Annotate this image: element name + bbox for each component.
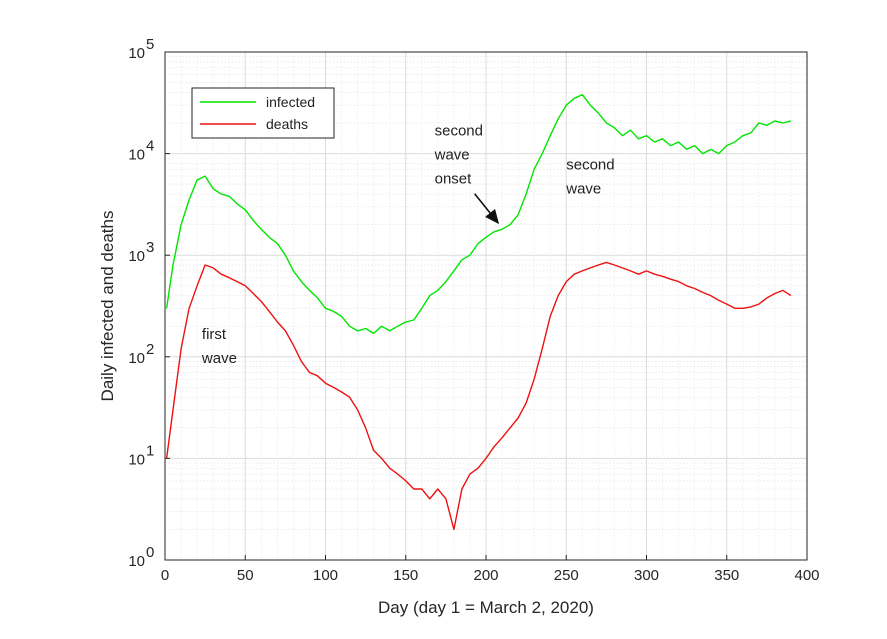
annotation: first wave (201, 326, 237, 367)
y-tick-base: 10 (128, 451, 145, 468)
series-layer (165, 93, 792, 531)
x-tick-label: 200 (473, 567, 498, 584)
y-tick-exponent: 3 (146, 239, 154, 256)
legend: infected deaths (191, 87, 335, 139)
x-tick-label: 400 (794, 567, 819, 584)
annotation-text: wave (565, 180, 601, 197)
legend-label-deaths: deaths (266, 116, 308, 132)
annotation-text: wave (201, 350, 237, 367)
y-tick-base: 10 (128, 45, 145, 62)
y-tick-exponent: 2 (146, 341, 154, 358)
legend-box (191, 87, 335, 139)
y-tick-base: 10 (128, 553, 145, 570)
annotation-text: wave (434, 147, 470, 164)
series-line-deaths (165, 261, 792, 531)
annotation-text: second (566, 156, 614, 173)
x-tick-label: 300 (634, 567, 659, 584)
annotation-text: onset (435, 171, 473, 188)
y-tick-exponent: 0 (146, 544, 154, 561)
annotation-text: second (435, 123, 483, 140)
annotation: second wave onset (434, 123, 500, 225)
ticks: 0 50 100 150 200 250 300 350 4001001011021031041… (128, 36, 819, 584)
y-tick-label: 105 (128, 36, 154, 62)
annotation-text: first (202, 326, 227, 343)
x-tick-label: 100 (313, 567, 338, 584)
y-tick-exponent: 5 (146, 36, 154, 53)
y-axis-label: Daily infected and deaths (98, 211, 117, 402)
legend-label-infected: infected (266, 94, 315, 110)
x-tick-label: 0 (161, 567, 169, 584)
y-tick-label: 103 (128, 239, 154, 265)
y-tick-base: 10 (128, 248, 145, 265)
annotation-arrow (474, 193, 500, 225)
y-tick-exponent: 4 (146, 138, 154, 155)
x-tick-label: 250 (554, 567, 579, 584)
series-line-infected (165, 93, 792, 335)
x-axis-label: Day (day 1 = March 2, 2020) (378, 598, 594, 617)
annotation: second wave (565, 156, 614, 197)
y-tick-label: 101 (128, 442, 154, 468)
y-tick-base: 10 (128, 350, 145, 367)
y-tick-base: 10 (128, 147, 145, 164)
y-tick-label: 104 (128, 138, 154, 164)
y-tick-label: 102 (128, 341, 154, 367)
y-tick-exponent: 1 (146, 442, 154, 459)
y-tick-label: 100 (128, 544, 154, 570)
annotations: first wave second wave onset second wave (201, 123, 615, 367)
x-tick-label: 350 (714, 567, 739, 584)
x-tick-label: 50 (237, 567, 254, 584)
x-tick-label: 150 (393, 567, 418, 584)
